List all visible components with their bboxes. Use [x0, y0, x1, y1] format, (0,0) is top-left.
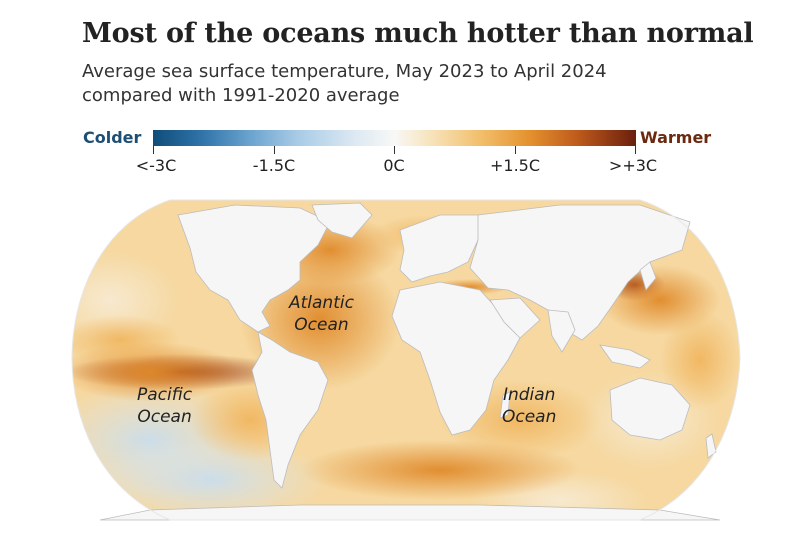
arabia	[489, 297, 541, 339]
legend-tick	[394, 146, 395, 154]
globe-outline	[71, 199, 741, 521]
legend-tick-label-zero: 0C	[383, 156, 405, 175]
japan	[639, 261, 657, 291]
legend-tick-label-min: <-3C	[135, 156, 177, 175]
chart-subtitle: Average sea surface temperature, May 202…	[82, 60, 722, 108]
madagascar	[499, 391, 511, 419]
legend-colorbar	[153, 130, 636, 146]
legend-colder-label: Colder	[83, 128, 142, 147]
legend-tick	[635, 146, 636, 154]
pacific-ocean-label: Pacific Ocean	[137, 385, 193, 427]
asia	[469, 204, 691, 341]
subtitle-line-1: Average sea surface temperature, May 202…	[82, 61, 607, 82]
subtitle-line-2: compared with 1991-2020 average	[82, 85, 400, 106]
legend-ticks	[153, 146, 636, 154]
europe	[399, 214, 481, 283]
australia	[609, 377, 691, 441]
legend-tick-label-pos: +1.5C	[489, 156, 541, 175]
greenland	[311, 202, 373, 239]
southeast-asia-islands	[599, 344, 651, 369]
legend-tick-label-neg: -1.5C	[252, 156, 296, 175]
legend-warmer-label: Warmer	[640, 128, 712, 147]
legend-tick	[515, 146, 516, 154]
new-zealand	[705, 433, 717, 459]
legend-tick	[153, 146, 154, 154]
indian-ocean-label: Indian Ocean	[502, 385, 557, 427]
india	[547, 309, 576, 353]
chart-title: Most of the oceans much hotter than norm…	[82, 18, 754, 49]
world-map	[0, 180, 807, 539]
atlantic-ocean-label: Atlantic Ocean	[289, 293, 354, 335]
legend-tick-label-max: >+3C	[608, 156, 658, 175]
land-layer	[99, 202, 721, 521]
south-america	[251, 331, 329, 489]
legend-tick	[274, 146, 275, 154]
africa	[391, 281, 521, 436]
